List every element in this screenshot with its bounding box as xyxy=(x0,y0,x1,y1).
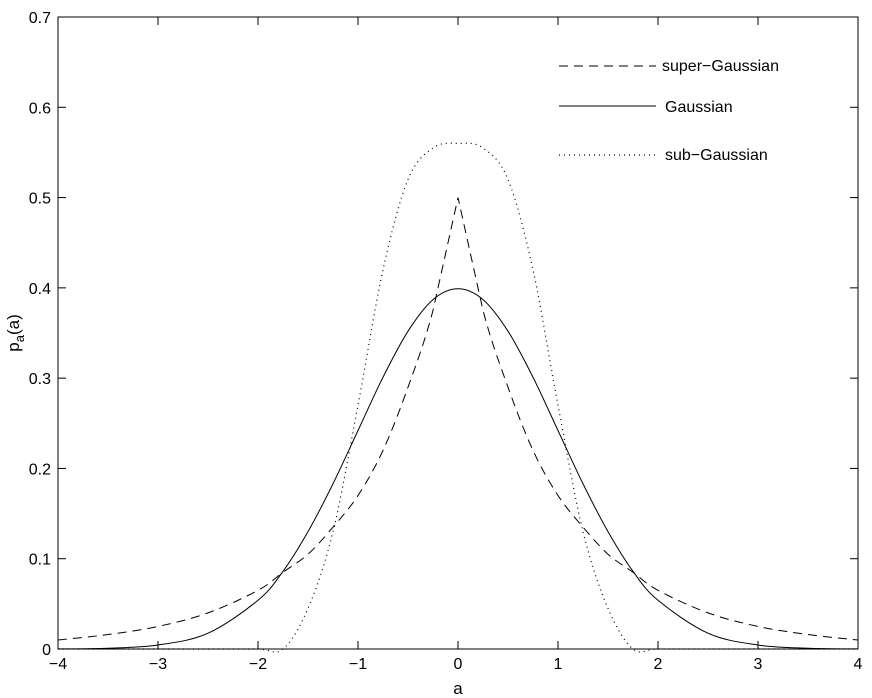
x-tick-label: −1 xyxy=(349,656,367,673)
x-axis-label: a xyxy=(453,679,463,698)
x-tick-label: 1 xyxy=(554,656,563,673)
series-gaussian xyxy=(57,288,859,650)
y-tick-label: 0.2 xyxy=(29,461,51,478)
x-tick-label: 2 xyxy=(654,656,663,673)
y-tick-label: 0.5 xyxy=(29,191,51,208)
x-tick-label: −2 xyxy=(249,656,267,673)
series-lines xyxy=(57,142,859,653)
y-tick-label: 0.1 xyxy=(29,552,51,569)
x-tick-label: 3 xyxy=(754,656,763,673)
legend-label-gaussian: Gaussian xyxy=(665,99,733,116)
x-tick-label: 4 xyxy=(854,656,863,673)
y-tick-label: 0.4 xyxy=(29,281,51,298)
plot-frame xyxy=(57,16,859,650)
x-tick-label: −4 xyxy=(49,656,67,673)
y-axis-label: pa(a) xyxy=(4,314,27,351)
y-tick-label: 0 xyxy=(42,642,51,659)
y-axis-label-main: p xyxy=(4,342,23,351)
y-axis-label-subscript: a xyxy=(12,334,27,342)
y-tick-label: 0.3 xyxy=(29,371,51,388)
series-super-gaussian xyxy=(57,197,859,641)
x-tick-label: −3 xyxy=(149,656,167,673)
axis-ticks: −4 −3 −2 −1 0 1 2 3 4 0 0.1 0.2 0.3 0.4 0.5 0.6 0.7 xyxy=(29,10,863,673)
y-tick-label: 0.6 xyxy=(29,100,51,117)
y-axis-label-tail: (a) xyxy=(4,314,23,335)
x-tick-label: 0 xyxy=(454,656,463,673)
legend-label-super-gaussian: super−Gaussian xyxy=(662,58,779,75)
legend: super−Gaussian Gaussian sub−Gaussian xyxy=(559,58,779,164)
legend-label-sub-gaussian: sub−Gaussian xyxy=(665,147,768,164)
y-tick-label: 0.7 xyxy=(29,10,51,27)
series-sub-gaussian xyxy=(58,142,858,653)
